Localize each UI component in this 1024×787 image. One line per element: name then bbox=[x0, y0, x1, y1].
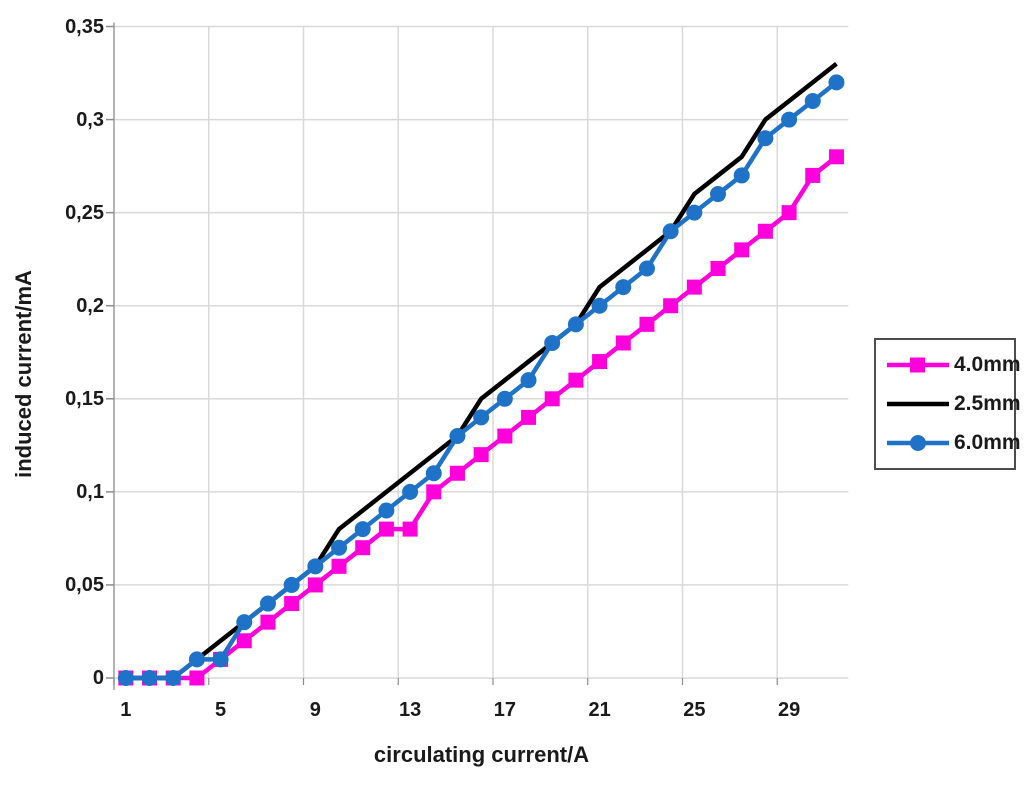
y-tick-label: 0,1 bbox=[76, 480, 104, 503]
marker-square bbox=[521, 409, 537, 425]
marker-circle bbox=[828, 74, 845, 91]
gridlines bbox=[114, 25, 849, 679]
marker-circle bbox=[781, 111, 798, 128]
marker-square bbox=[734, 242, 750, 258]
marker-circle bbox=[331, 539, 348, 556]
marker-square bbox=[189, 670, 205, 686]
marker-circle bbox=[425, 465, 442, 482]
legend-label: 4.0mm bbox=[954, 353, 1021, 377]
marker-square bbox=[449, 465, 465, 481]
marker-circle bbox=[141, 670, 158, 686]
x-tick-label: 5 bbox=[215, 699, 227, 721]
marker-circle bbox=[591, 297, 608, 314]
marker-circle bbox=[259, 595, 276, 612]
legend: 4.0mm 2.5mm 6.0mm bbox=[874, 338, 1021, 470]
x-tick-label: 29 bbox=[777, 699, 801, 721]
marker-circle bbox=[662, 223, 679, 240]
x-tick-label: 17 bbox=[493, 699, 516, 721]
marker-square bbox=[686, 279, 702, 295]
marker-square bbox=[355, 540, 371, 556]
y-tick-label: 0,15 bbox=[65, 387, 104, 410]
marker-circle bbox=[520, 372, 537, 389]
marker-circle bbox=[165, 670, 182, 686]
marker-square bbox=[497, 428, 513, 444]
legend-label: 6.0mm bbox=[954, 430, 1021, 454]
marker-square bbox=[592, 354, 608, 370]
x-tick-label: 1 bbox=[120, 699, 132, 721]
marker-circle bbox=[236, 614, 253, 631]
marker-circle bbox=[544, 334, 561, 351]
marker-circle bbox=[804, 92, 821, 109]
y-tick-label: 0,05 bbox=[65, 573, 104, 596]
y-axis-title: induced current/mA bbox=[11, 270, 36, 478]
marker-square bbox=[260, 614, 276, 630]
marker-circle bbox=[449, 428, 466, 445]
axes bbox=[106, 22, 778, 690]
marker-circle bbox=[354, 521, 371, 538]
legend-swatch-line-icon bbox=[887, 401, 949, 407]
marker-square bbox=[639, 316, 655, 332]
marker-square bbox=[781, 205, 797, 221]
marker-square bbox=[805, 167, 821, 183]
legend-item-4.0mm: 4.0mm bbox=[886, 353, 1021, 377]
x-tick-label: 21 bbox=[588, 699, 611, 721]
x-tick-label: 9 bbox=[309, 699, 321, 721]
marker-square bbox=[615, 335, 631, 351]
marker-circle bbox=[733, 167, 750, 184]
x-axis-title: circulating current/A bbox=[373, 742, 590, 767]
marker-square bbox=[426, 484, 442, 500]
marker-square bbox=[757, 223, 773, 239]
marker-square bbox=[710, 260, 726, 276]
marker-circle bbox=[117, 670, 134, 686]
series-2.5mm bbox=[125, 61, 838, 681]
marker-square bbox=[331, 558, 347, 574]
legend-swatch-square-icon bbox=[887, 357, 949, 373]
legend-label: 2.5mm bbox=[954, 391, 1021, 415]
marker-circle bbox=[378, 502, 395, 519]
marker-square bbox=[236, 633, 252, 649]
series-line-6.0mm bbox=[125, 80, 838, 681]
marker-circle bbox=[283, 576, 300, 593]
y-tick-label: 0 bbox=[92, 667, 104, 689]
x-tick-label: 13 bbox=[398, 699, 422, 721]
marker-square bbox=[544, 391, 560, 407]
marker-circle bbox=[402, 483, 419, 500]
marker-circle bbox=[473, 409, 490, 426]
x-tick-label: 25 bbox=[683, 699, 706, 721]
marker-circle bbox=[615, 279, 632, 296]
y-tick-label: 0,35 bbox=[65, 15, 104, 38]
legend-swatch-circle-icon bbox=[887, 434, 949, 451]
marker-square bbox=[284, 596, 300, 612]
marker-circle bbox=[496, 390, 513, 407]
marker-circle bbox=[757, 130, 774, 147]
marker-circle bbox=[307, 558, 324, 575]
marker-square bbox=[568, 372, 584, 388]
marker-square bbox=[473, 447, 489, 463]
marker-circle bbox=[710, 186, 727, 203]
legend-item-6.0mm: 6.0mm bbox=[886, 431, 1021, 455]
y-tick-label: 0,3 bbox=[76, 108, 104, 131]
y-tick-label: 0,2 bbox=[76, 294, 104, 317]
marker-square bbox=[402, 521, 418, 537]
marker-circle bbox=[638, 260, 655, 277]
marker-circle bbox=[686, 204, 703, 221]
marker-square bbox=[378, 521, 394, 537]
series-line-2.5mm bbox=[125, 61, 838, 681]
marker-square bbox=[663, 298, 679, 314]
marker-circle bbox=[212, 651, 229, 668]
marker-circle bbox=[567, 316, 584, 333]
series-6.0mm bbox=[117, 74, 845, 686]
marker-circle bbox=[188, 651, 205, 668]
legend-item-2.5mm: 2.5mm bbox=[886, 392, 1021, 416]
marker-square bbox=[828, 149, 844, 165]
y-tick-label: 0,25 bbox=[65, 201, 104, 224]
marker-square bbox=[307, 577, 323, 593]
